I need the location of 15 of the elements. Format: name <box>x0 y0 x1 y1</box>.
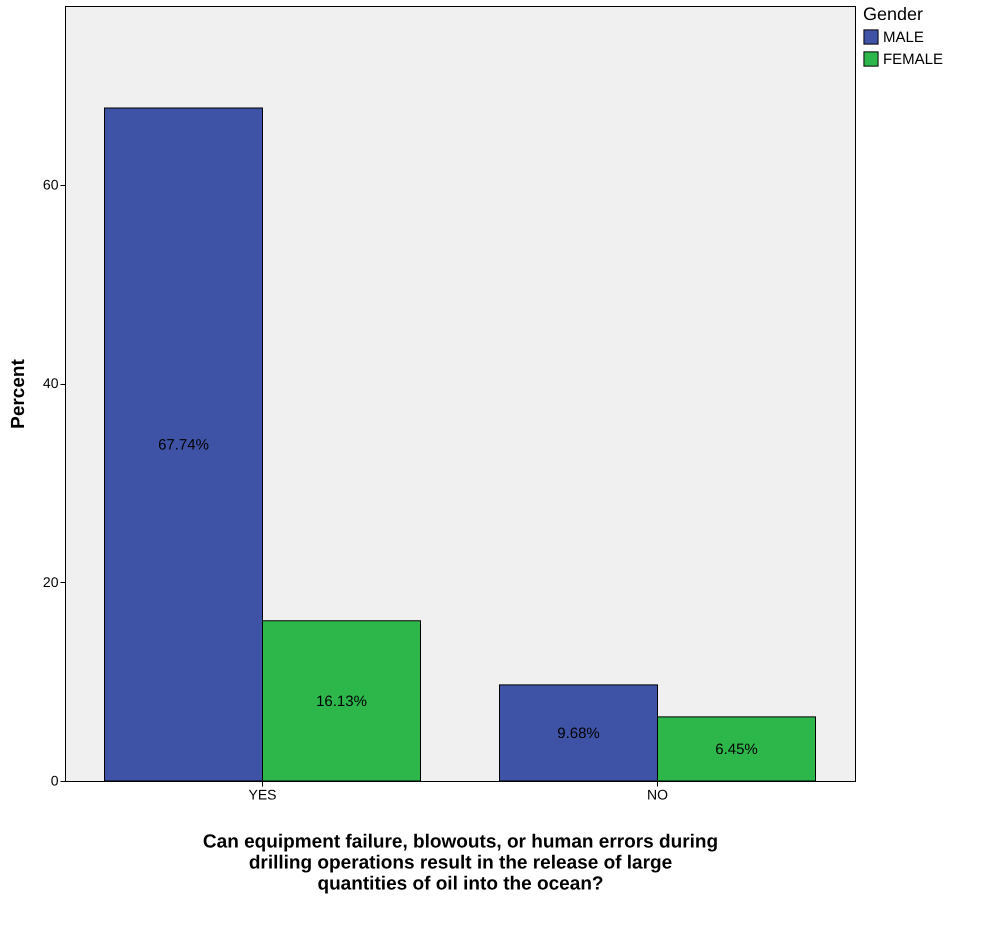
data-label: 6.45% <box>715 740 758 758</box>
y-tick-label: 40 <box>42 375 59 392</box>
x-axis-title: Can equipment failure, blowouts, or human errors during drilling operations result in the release of large quantities of oil into the ocean? <box>202 832 718 894</box>
data-label: 9.68% <box>557 724 600 742</box>
y-axis-title: Percent <box>8 358 29 429</box>
legend-title: Gender <box>863 4 924 24</box>
y-tick-label: 0 <box>50 772 59 788</box>
x-tick-label: YES <box>248 786 277 802</box>
legend-label: FEMALE <box>883 51 944 68</box>
x-tick-label: NO <box>647 786 668 802</box>
legend-label: MALE <box>883 29 924 46</box>
data-label: 16.13% <box>316 692 367 710</box>
y-tick-label: 20 <box>42 574 59 590</box>
data-label: 67.74% <box>158 436 209 454</box>
y-tick-label: 60 <box>42 176 59 192</box>
